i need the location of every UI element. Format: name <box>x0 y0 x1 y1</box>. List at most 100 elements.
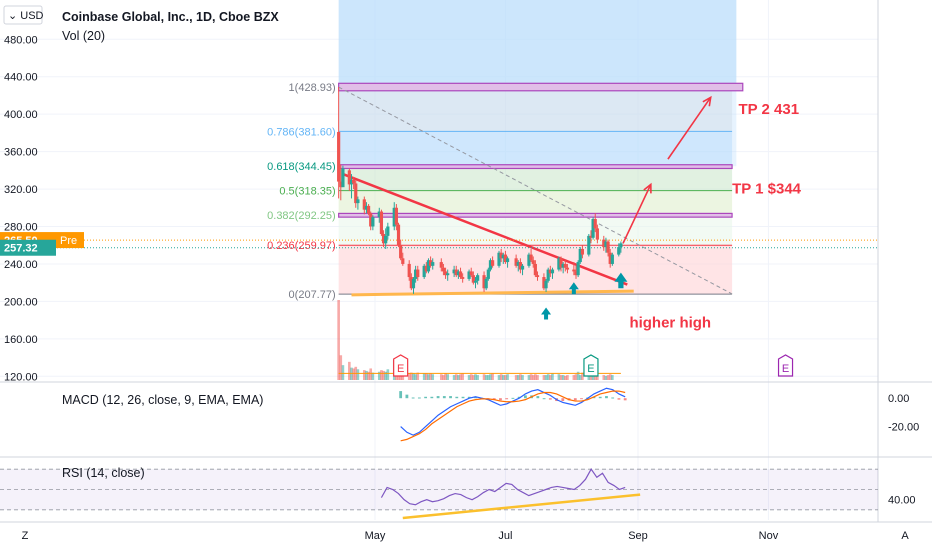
earnings-marker-label: E <box>782 363 789 375</box>
candle-body <box>561 263 565 268</box>
volume-bar <box>489 374 492 380</box>
arrow-to-tp2 <box>667 96 712 160</box>
macd-histogram-bar <box>455 396 459 399</box>
candle-body <box>414 269 418 279</box>
candle-body <box>352 179 356 184</box>
up-arrow-icon <box>568 282 579 295</box>
macd-histogram-bar <box>417 397 421 399</box>
candle-body <box>535 275 540 278</box>
volume-bar <box>591 374 595 380</box>
macd-histogram-bar <box>430 396 434 399</box>
volume-bar <box>446 374 449 380</box>
last-price-badge <box>0 239 56 256</box>
candle-body <box>381 233 386 244</box>
volume-bar <box>596 375 599 380</box>
candle-body <box>461 277 465 279</box>
macd-histogram-bar <box>405 394 409 399</box>
candle-body <box>559 258 563 268</box>
candle-body <box>424 265 428 272</box>
candle-body <box>484 278 488 289</box>
candle-body <box>544 280 548 289</box>
volume-bar <box>578 375 582 380</box>
volume-bar <box>499 374 503 380</box>
macd-histogram-bar <box>623 398 627 401</box>
volume-bar <box>504 375 507 380</box>
candle-body <box>446 273 450 276</box>
volume-bar <box>414 374 417 380</box>
candle-body <box>505 258 510 263</box>
candle-body <box>471 275 475 283</box>
candle-body <box>339 181 343 188</box>
candle-body <box>604 241 608 248</box>
candle-body <box>488 260 493 270</box>
candle-body <box>456 271 460 276</box>
volume-bar <box>425 373 428 380</box>
tp1-zone <box>338 164 733 170</box>
macd-label: MACD (12, 26, close, 9, EMA, EMA) <box>62 393 263 407</box>
candle-body <box>503 254 508 263</box>
volume-bar <box>593 375 597 380</box>
earnings-marker-label: E <box>587 363 594 375</box>
macd-histogram-bar <box>573 398 577 401</box>
volume-bar <box>339 355 343 380</box>
candle-body <box>379 211 384 234</box>
volume-bar <box>337 300 340 380</box>
price-tick: 320.00 <box>4 184 38 196</box>
candle-body <box>411 278 416 289</box>
volume-bar <box>469 374 473 380</box>
volume-bar <box>472 375 475 380</box>
candle-body <box>516 262 520 266</box>
volume-bar <box>363 370 366 380</box>
currency-box <box>3 5 43 25</box>
macd-histogram-bar <box>467 396 471 399</box>
volume-bar <box>549 375 552 380</box>
volume-bar <box>534 374 537 380</box>
annotation-text: higher high <box>629 315 711 332</box>
candle-body <box>548 269 552 274</box>
volume-bar <box>439 374 443 380</box>
price-tick: 480.00 <box>4 34 38 46</box>
candle-body <box>572 269 576 272</box>
candle-body <box>407 263 411 278</box>
zone-292 <box>338 212 733 218</box>
candle-body <box>557 258 561 270</box>
volume-bar <box>482 374 486 380</box>
volume-bar <box>514 375 518 380</box>
up-arrow-icon <box>541 307 552 320</box>
macd-histogram-bar <box>492 398 496 400</box>
macd-tick: 0.00 <box>888 393 909 405</box>
candle-body <box>589 235 593 238</box>
candle-body <box>454 269 458 276</box>
macd-histogram-bar <box>436 396 440 399</box>
time-tick: Jul <box>498 530 512 542</box>
candle-body <box>428 260 433 266</box>
price-tick: 160.00 <box>4 334 38 346</box>
candle-body <box>533 263 537 276</box>
candle-body <box>416 269 420 278</box>
projection-rect-lower <box>338 87 737 167</box>
macd-histogram-bar <box>399 391 403 399</box>
candle-body <box>469 271 473 276</box>
macd-histogram-bar <box>442 396 446 399</box>
candle-body <box>550 269 555 274</box>
fib-band <box>338 166 733 191</box>
candle-body <box>384 235 388 244</box>
macd-histogram-bar <box>411 397 415 399</box>
candle-body <box>578 248 582 263</box>
candle-body <box>458 271 463 278</box>
descending-resistance <box>342 172 628 286</box>
rsi-line <box>380 468 626 506</box>
candle-body <box>392 207 396 227</box>
candle-body <box>527 254 531 266</box>
candle-body <box>347 170 351 185</box>
volume-bar <box>459 374 462 380</box>
candle-body <box>563 263 567 268</box>
time-tick: May <box>365 530 386 542</box>
volume-bar <box>427 374 430 380</box>
fib-label: 0.236(259.97) <box>267 240 336 252</box>
fib-label: 0.618(344.45) <box>267 161 336 173</box>
volume-bar <box>461 373 464 380</box>
candle-body <box>514 258 518 266</box>
volume-bar <box>410 372 413 380</box>
